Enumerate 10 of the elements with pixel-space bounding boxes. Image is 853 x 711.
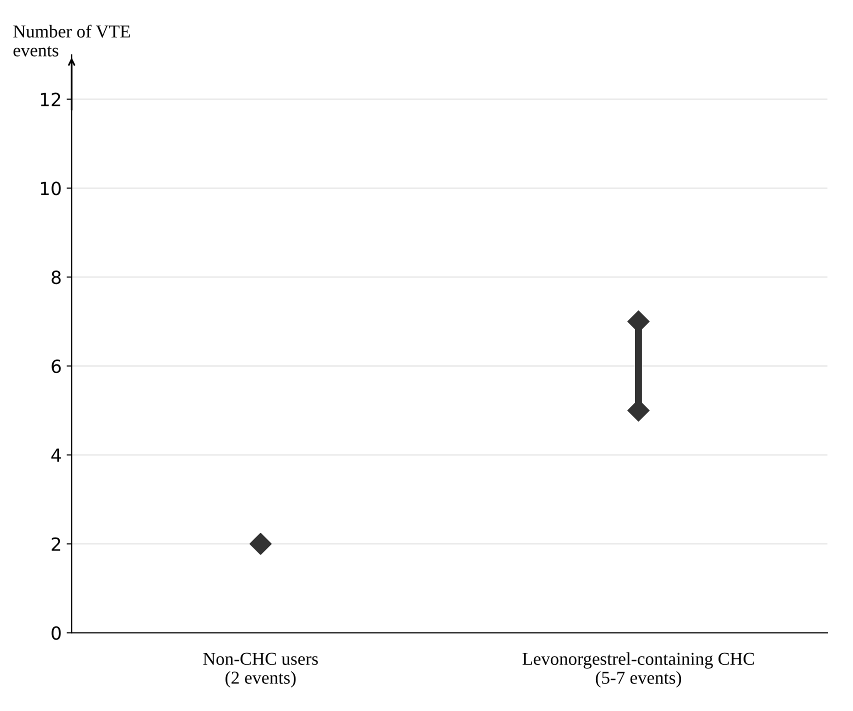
y-tick-label: 4 — [51, 448, 61, 462]
y-tick-label: 6 — [52, 359, 61, 374]
y-axis-title: Number of VTE events — [13, 24, 130, 56]
y-tick-label: 10 — [40, 182, 61, 196]
x-tick-label: Levonorgestrel-containing CHC (5-7 events) — [522, 652, 754, 688]
y-tick-label: 2 — [52, 537, 60, 551]
y-tick-label: 0 — [52, 626, 61, 640]
y-tick-label: 12 — [40, 92, 60, 106]
y-tick-label: 8 — [52, 270, 61, 284]
x-tick-label: Non-CHC users (2 events) — [203, 652, 318, 688]
